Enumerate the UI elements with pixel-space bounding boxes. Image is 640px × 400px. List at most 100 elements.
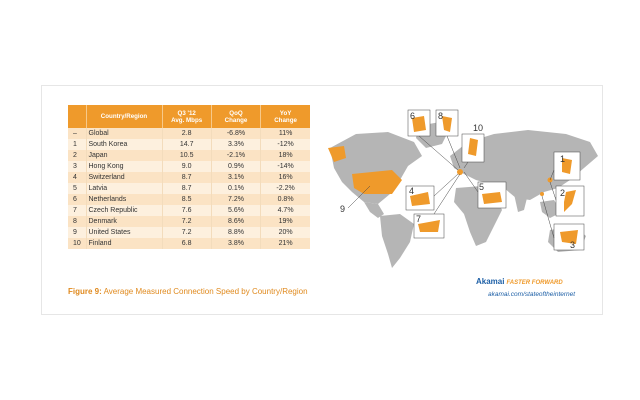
latvia-icon [482, 192, 502, 204]
qoq-change-cell: 3.8% [210, 238, 261, 249]
yoy-change-cell: 0.8% [260, 194, 310, 205]
callout-label-6: 6 [410, 111, 415, 121]
rank-cell: 7 [68, 205, 86, 216]
country-cell: Finland [85, 238, 162, 249]
callout-label-5: 5 [479, 182, 484, 192]
figure-caption: Figure 9: Average Measured Connection Sp… [68, 287, 308, 296]
czech-icon [418, 220, 440, 232]
alaska-highlight [328, 146, 346, 162]
avg-mbps-cell: 6.8 [161, 238, 212, 249]
table-row: 8 Denmark 7.2 8.6% 19% [68, 216, 310, 227]
rank-cell: 10 [68, 238, 86, 249]
avg-mbps-cell: 8.5 [161, 194, 212, 205]
table-row: 1 South Korea 14.7 3.3% -12% [68, 139, 310, 150]
country-cell: Czech Republic [85, 205, 162, 216]
akamai-logo: Akamai FASTER FORWARD [476, 277, 563, 286]
avg-mbps-cell: 2.8 [161, 128, 212, 139]
table-row: 6 Netherlands 8.5 7.2% 0.8% [68, 194, 310, 205]
table-header-row: Country/Region Q3 '12 Avg. Mbps QoQ Change… [68, 105, 310, 128]
qoq-change-cell: 5.6% [210, 205, 261, 216]
callout-label-4: 4 [409, 186, 414, 196]
world-map: 1 2 3 4 5 6 7 8 9 10 [328, 109, 598, 268]
qoq-change-cell: 8.6% [210, 216, 261, 227]
rank-cell: 3 [68, 161, 86, 172]
south-america-shape [380, 214, 414, 268]
leader-line-5 [463, 171, 479, 193]
country-cell: Latvia [85, 183, 162, 194]
header-qoq: QoQ Change [210, 105, 261, 128]
country-cell: Global [85, 128, 162, 139]
qoq-change-cell: 3.1% [210, 172, 261, 183]
country-cell: Denmark [85, 216, 162, 227]
table-row: 2 Japan 10.5 -2.1% 18% [68, 150, 310, 161]
avg-mbps-cell: 14.7 [161, 139, 212, 150]
callout-box-2 [555, 185, 585, 217]
callout-label-9: 9 [340, 204, 345, 214]
avg-mbps-cell: 10.5 [161, 150, 212, 161]
brand-url[interactable]: akamai.com/stateoftheinternet [488, 291, 576, 298]
yoy-change-cell: 20% [260, 227, 310, 238]
hong-kong-icon [560, 230, 578, 244]
callout-label-10: 10 [473, 123, 483, 133]
avg-mbps-cell: 7.2 [161, 216, 212, 227]
rank-cell: – [68, 128, 86, 139]
united-states-highlight [352, 170, 402, 194]
leader-line-4 [433, 173, 459, 197]
qoq-change-cell: -6.8% [210, 128, 261, 139]
rank-cell: 5 [68, 183, 86, 194]
figure-title: Average Measured Connection Speed by Cou… [103, 287, 308, 296]
yoy-change-cell: -14% [260, 161, 310, 172]
rank-cell: 8 [68, 216, 86, 227]
brand-tagline: FASTER FORWARD [506, 280, 563, 286]
callout-label-1: 1 [560, 154, 565, 164]
yoy-change-cell: 4.7% [260, 205, 310, 216]
leader-line-7 [433, 173, 461, 215]
highlighted-regions [328, 146, 553, 196]
table-row: 10 Finland 6.8 3.8% 21% [68, 238, 310, 249]
leader-line-9 [347, 185, 371, 209]
india-shape [514, 194, 528, 212]
leader-line-2 [549, 181, 557, 201]
callout-label-2: 2 [560, 188, 565, 198]
callouts [405, 109, 585, 251]
rank-cell: 6 [68, 194, 86, 205]
header-yoy: YoY Change [260, 105, 310, 128]
avg-mbps-cell: 9.0 [161, 161, 212, 172]
yoy-change-cell: 16% [260, 172, 310, 183]
header-rank [68, 105, 86, 128]
qoq-change-cell: 3.3% [210, 139, 261, 150]
table-row: 9 United States 7.2 8.8% 20% [68, 227, 310, 238]
avg-mbps-cell: 8.7 [161, 183, 212, 194]
table-row: – Global 2.8 -6.8% 11% [68, 128, 310, 139]
leader-line-3 [541, 195, 555, 239]
speed-table: Country/Region Q3 '12 Avg. Mbps QoQ Change… [68, 105, 310, 249]
yoy-change-cell: -12% [260, 139, 310, 150]
table-row: 5 Latvia 8.7 0.1% -2.2% [68, 183, 310, 194]
yoy-change-cell: 11% [260, 128, 310, 139]
country-cell: Hong Kong [85, 161, 162, 172]
switzerland-icon [410, 192, 430, 206]
denmark-icon [442, 116, 452, 132]
qoq-change-cell: 8.8% [210, 227, 261, 238]
rank-cell: 1 [68, 139, 86, 150]
avg-mbps-cell: 8.7 [161, 172, 212, 183]
callout-label-3: 3 [570, 240, 575, 250]
qoq-change-cell: 7.2% [210, 194, 261, 205]
rank-cell: 2 [68, 150, 86, 161]
avg-mbps-cell: 7.2 [161, 227, 212, 238]
country-cell: South Korea [85, 139, 162, 150]
qoq-change-cell: 0.1% [210, 183, 261, 194]
rank-cell: 9 [68, 227, 86, 238]
header-country: Country/Region [85, 105, 162, 128]
table-row: 3 Hong Kong 9.0 0.9% -14% [68, 161, 310, 172]
rank-cell: 4 [68, 172, 86, 183]
brand-name: Akamai [476, 277, 505, 286]
yoy-change-cell: 19% [260, 216, 310, 227]
central-america-shape [364, 202, 384, 218]
table-row: 4 Switzerland 8.7 3.1% 16% [68, 172, 310, 183]
leader-line-8 [446, 135, 461, 169]
leader-lines [347, 135, 557, 239]
hong-kong-highlight [540, 192, 544, 196]
qoq-change-cell: 0.9% [210, 161, 261, 172]
yoy-change-cell: 21% [260, 238, 310, 249]
